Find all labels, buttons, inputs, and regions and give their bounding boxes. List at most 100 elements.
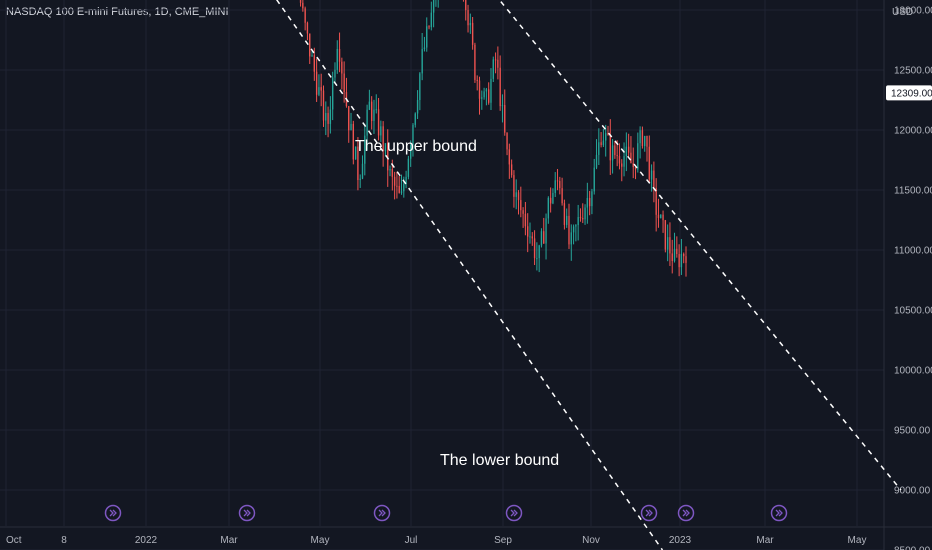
candle-body <box>529 236 531 238</box>
candle-body <box>632 163 634 168</box>
candle-body <box>591 191 593 207</box>
candle-body <box>302 2 304 9</box>
candle-body <box>421 49 423 74</box>
candle-body <box>465 0 467 11</box>
candle-body <box>481 97 483 99</box>
candle-body <box>494 59 497 61</box>
candle-body <box>488 89 490 103</box>
candle-body <box>380 126 382 136</box>
candle-body <box>639 130 641 144</box>
candle-body <box>398 186 400 193</box>
candle-body <box>304 8 306 23</box>
candle-body <box>678 254 680 268</box>
event-marker-icon <box>238 504 256 522</box>
candle-body <box>536 258 538 260</box>
candle-body <box>497 59 499 68</box>
candle-body <box>375 109 377 111</box>
candle-body <box>552 192 554 204</box>
candle-body <box>533 238 536 259</box>
candle-body <box>657 214 660 219</box>
candle-body <box>492 59 494 79</box>
x-tick-label: 2022 <box>135 535 158 546</box>
x-tick-label: May <box>848 535 867 546</box>
candle-body <box>407 158 410 177</box>
candle-body <box>584 207 586 220</box>
candle-body <box>538 245 540 259</box>
candle-body <box>637 143 639 170</box>
event-marker-icon <box>104 504 122 522</box>
candle-body <box>354 146 357 160</box>
candle-body <box>299 0 302 3</box>
candle-body <box>391 169 394 177</box>
candle-body <box>313 55 316 72</box>
candle-body <box>400 191 403 193</box>
lower-bound-trendline <box>275 0 664 550</box>
candle-body <box>364 135 366 164</box>
candle-body <box>426 26 428 48</box>
candle-body <box>570 232 572 245</box>
candle-body <box>517 192 520 201</box>
x-tick-label: Oct <box>6 535 22 546</box>
candle-body <box>598 142 600 155</box>
price-tag-box <box>886 85 932 101</box>
candle-body <box>341 61 343 74</box>
candle-body <box>520 200 522 211</box>
candle-body <box>510 164 513 176</box>
event-marker-glyph <box>510 509 518 517</box>
candle-body <box>543 231 545 244</box>
x-tick-label: Mar <box>756 535 774 546</box>
candle-body <box>634 167 637 170</box>
candle-body <box>595 154 598 168</box>
candle-body <box>373 109 375 121</box>
lower-bound-label: The lower bound <box>440 452 559 469</box>
candle-body <box>644 135 646 147</box>
x-tick-label: 8 <box>61 535 67 546</box>
candle-body <box>474 44 476 80</box>
candle-body <box>359 178 361 180</box>
candle-body <box>343 73 345 92</box>
candle-body <box>561 188 563 204</box>
candle-body <box>352 123 355 160</box>
upper-bound-trendline <box>498 0 902 491</box>
candle-body <box>616 155 618 157</box>
candle-body <box>660 214 662 219</box>
chart-title: NASDAQ 100 E-mini Futures, 1D, CME_MINI <box>6 6 229 18</box>
y-tick-label: 13000.00 <box>894 6 932 17</box>
x-tick-label: Mar <box>220 535 238 546</box>
candle-body <box>361 163 364 179</box>
candle-body <box>586 197 589 208</box>
candle-body <box>515 192 517 197</box>
event-marker-glyph <box>682 509 690 517</box>
event-marker-icon <box>505 504 523 522</box>
candle-body <box>669 237 671 254</box>
candle-body <box>593 167 595 192</box>
event-marker-icon <box>770 504 788 522</box>
candle-body <box>673 248 676 262</box>
candle-body <box>318 87 320 95</box>
upper-bound-label: The upper bound <box>355 138 477 155</box>
candle-body <box>382 126 384 152</box>
candle-body <box>320 87 322 91</box>
candle-body <box>357 146 359 180</box>
candle-body <box>478 80 481 99</box>
candle-body <box>611 145 614 161</box>
candle-body <box>428 26 430 28</box>
candle-body <box>646 135 648 147</box>
candle-body <box>348 106 350 131</box>
candle-body <box>600 142 602 146</box>
y-tick-label: 8500.00 <box>894 546 931 550</box>
candle-body <box>618 155 621 164</box>
event-marker-icon <box>640 504 658 522</box>
candle-body <box>627 146 630 153</box>
event-marker-glyph <box>243 509 251 517</box>
candle-body <box>419 73 421 101</box>
x-tick-label: Sep <box>494 535 512 546</box>
candle-body <box>506 132 508 150</box>
candle-body <box>387 143 389 171</box>
candle-body <box>545 218 547 244</box>
event-marker-glyph <box>775 509 783 517</box>
candle-body <box>504 105 506 133</box>
candle-body <box>405 176 407 185</box>
candle-body <box>368 101 371 110</box>
